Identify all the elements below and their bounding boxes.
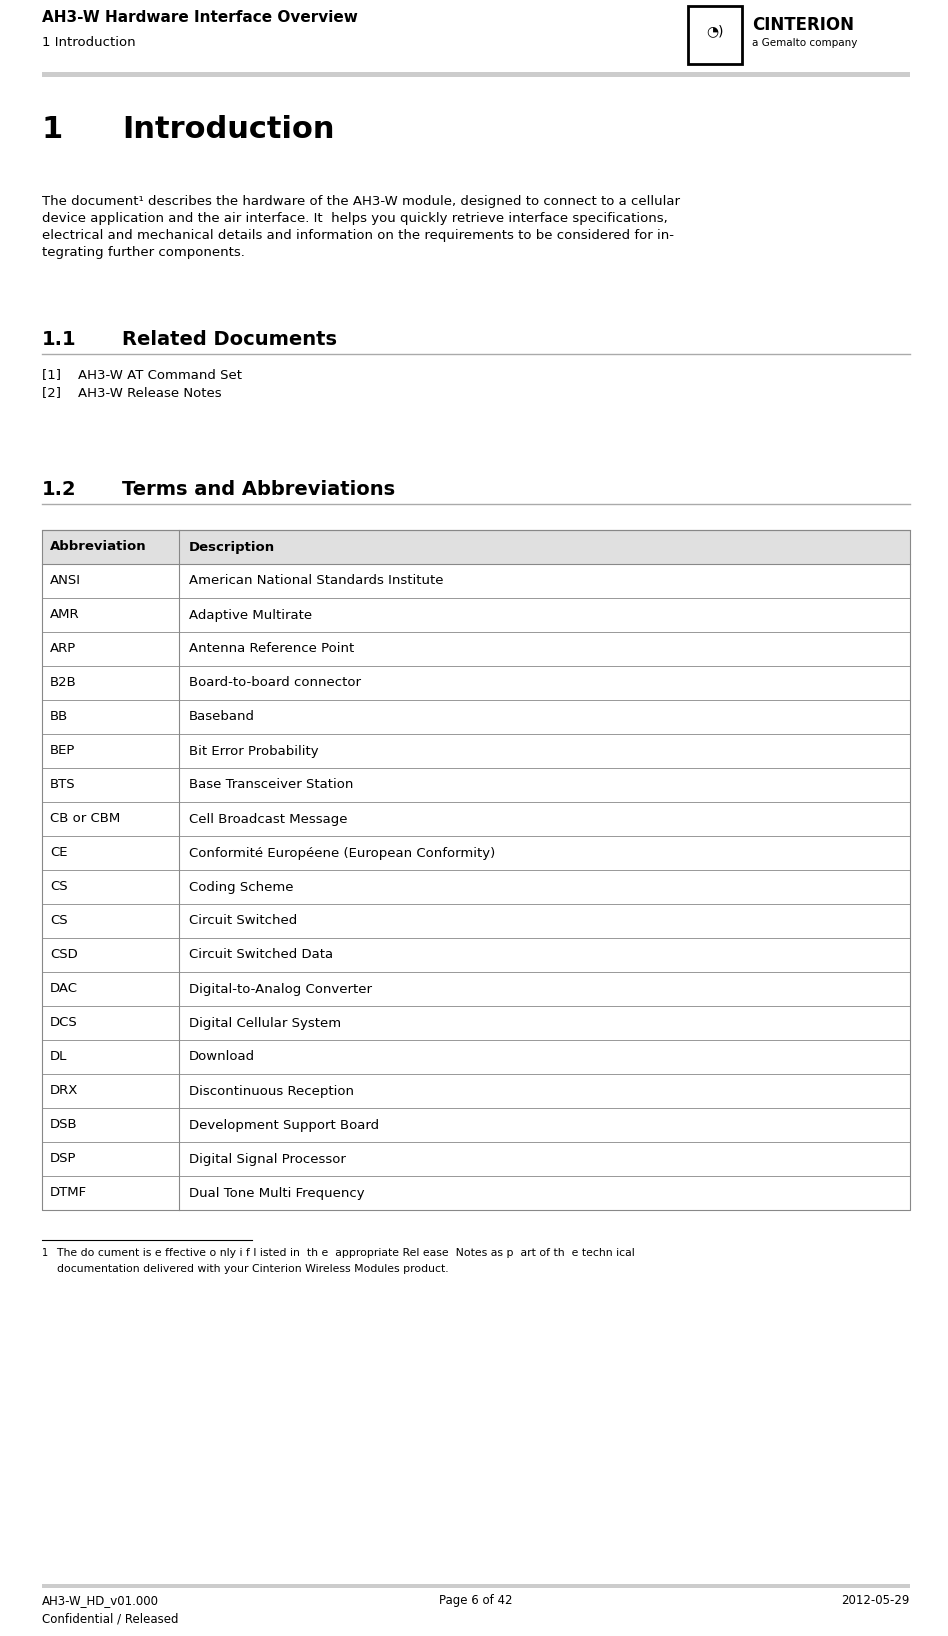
Text: ANSI: ANSI bbox=[50, 574, 81, 587]
Bar bbox=[42, 530, 910, 564]
Bar bbox=[42, 1584, 910, 1589]
Bar bbox=[42, 666, 910, 700]
Text: Digital Cellular System: Digital Cellular System bbox=[189, 1016, 341, 1029]
Text: [2]    AH3-W Release Notes: [2] AH3-W Release Notes bbox=[42, 386, 222, 399]
Bar bbox=[42, 1040, 910, 1073]
Text: Abbreviation: Abbreviation bbox=[50, 540, 147, 553]
Bar bbox=[42, 599, 910, 631]
Text: B2B: B2B bbox=[50, 677, 77, 689]
Text: AMR: AMR bbox=[50, 609, 80, 622]
Text: DSB: DSB bbox=[50, 1119, 78, 1132]
Text: Page 6 of 42: Page 6 of 42 bbox=[439, 1593, 513, 1607]
Text: Baseband: Baseband bbox=[189, 710, 255, 723]
Bar bbox=[42, 564, 910, 599]
Text: AH3-W_HD_v01.000: AH3-W_HD_v01.000 bbox=[42, 1593, 159, 1607]
Text: DAC: DAC bbox=[50, 983, 78, 995]
Bar bbox=[42, 802, 910, 836]
Text: Download: Download bbox=[189, 1050, 255, 1063]
Text: CS: CS bbox=[50, 915, 67, 928]
Text: DSP: DSP bbox=[50, 1152, 77, 1165]
Bar bbox=[42, 1142, 910, 1176]
Text: Introduction: Introduction bbox=[122, 115, 335, 144]
Text: Circuit Switched: Circuit Switched bbox=[189, 915, 298, 928]
Text: ARP: ARP bbox=[50, 643, 76, 656]
Text: Description: Description bbox=[189, 540, 275, 553]
Bar bbox=[42, 905, 910, 937]
Bar bbox=[42, 1006, 910, 1040]
Bar bbox=[42, 767, 910, 802]
Text: tegrating further components.: tegrating further components. bbox=[42, 245, 245, 258]
Text: DL: DL bbox=[50, 1050, 67, 1063]
Bar bbox=[42, 735, 910, 767]
Text: Bit Error Probability: Bit Error Probability bbox=[189, 744, 319, 757]
Bar bbox=[42, 836, 910, 870]
Bar bbox=[42, 1073, 910, 1108]
Text: CE: CE bbox=[50, 846, 67, 859]
Text: DRX: DRX bbox=[50, 1085, 79, 1098]
Text: Dual Tone Multi Frequency: Dual Tone Multi Frequency bbox=[189, 1186, 365, 1199]
Text: Confidential / Released: Confidential / Released bbox=[42, 1611, 178, 1625]
Text: CS: CS bbox=[50, 880, 67, 893]
Bar bbox=[42, 1108, 910, 1142]
Bar bbox=[42, 631, 910, 666]
Text: The document¹ describes the hardware of the AH3-W module, designed to connect to: The document¹ describes the hardware of … bbox=[42, 195, 680, 208]
Text: 1: 1 bbox=[42, 115, 64, 144]
Text: a Gemalto company: a Gemalto company bbox=[752, 38, 857, 47]
Bar bbox=[688, 7, 742, 64]
Text: BB: BB bbox=[50, 710, 68, 723]
Text: BEP: BEP bbox=[50, 744, 76, 757]
Text: Coding Scheme: Coding Scheme bbox=[189, 880, 294, 893]
Bar bbox=[42, 972, 910, 1006]
Text: AH3-W Hardware Interface Overview: AH3-W Hardware Interface Overview bbox=[42, 10, 358, 25]
Text: CB or CBM: CB or CBM bbox=[50, 813, 120, 826]
Text: documentation delivered with your Cinterion Wireless Modules product.: documentation delivered with your Cinter… bbox=[50, 1265, 448, 1274]
Bar bbox=[42, 530, 910, 1211]
Text: Cell Broadcast Message: Cell Broadcast Message bbox=[189, 813, 348, 826]
Text: Conformité Européene (European Conformity): Conformité Européene (European Conformit… bbox=[189, 846, 495, 859]
Text: CSD: CSD bbox=[50, 949, 78, 962]
Bar bbox=[42, 72, 910, 77]
Text: Terms and Abbreviations: Terms and Abbreviations bbox=[122, 479, 395, 499]
Text: [1]    AH3-W AT Command Set: [1] AH3-W AT Command Set bbox=[42, 368, 242, 381]
Text: ◔): ◔) bbox=[706, 25, 723, 38]
Text: Related Documents: Related Documents bbox=[122, 330, 337, 348]
Text: The do cument is e ffective o nly i f l isted in  th e  appropriate Rel ease  No: The do cument is e ffective o nly i f l … bbox=[50, 1248, 635, 1258]
Text: 1.1: 1.1 bbox=[42, 330, 77, 348]
Text: DCS: DCS bbox=[50, 1016, 78, 1029]
Text: 1.2: 1.2 bbox=[42, 479, 77, 499]
Bar bbox=[42, 700, 910, 735]
Text: Discontinuous Reception: Discontinuous Reception bbox=[189, 1085, 354, 1098]
Text: Digital Signal Processor: Digital Signal Processor bbox=[189, 1152, 346, 1165]
Bar bbox=[42, 870, 910, 905]
Bar bbox=[42, 937, 910, 972]
Text: Base Transceiver Station: Base Transceiver Station bbox=[189, 779, 354, 792]
Text: 2012-05-29: 2012-05-29 bbox=[842, 1593, 910, 1607]
Text: Development Support Board: Development Support Board bbox=[189, 1119, 379, 1132]
Text: 1: 1 bbox=[42, 1248, 48, 1258]
Text: DTMF: DTMF bbox=[50, 1186, 87, 1199]
Text: electrical and mechanical details and information on the requirements to be cons: electrical and mechanical details and in… bbox=[42, 229, 674, 242]
Text: BTS: BTS bbox=[50, 779, 76, 792]
Text: 1 Introduction: 1 Introduction bbox=[42, 36, 136, 49]
Text: Antenna Reference Point: Antenna Reference Point bbox=[189, 643, 355, 656]
Text: CINTERION: CINTERION bbox=[752, 16, 854, 34]
Bar bbox=[42, 1176, 910, 1211]
Text: American National Standards Institute: American National Standards Institute bbox=[189, 574, 444, 587]
Text: Board-to-board connector: Board-to-board connector bbox=[189, 677, 361, 689]
Text: device application and the air interface. It  helps you quickly retrieve interfa: device application and the air interface… bbox=[42, 213, 667, 226]
Text: Digital-to-Analog Converter: Digital-to-Analog Converter bbox=[189, 983, 372, 995]
Text: Adaptive Multirate: Adaptive Multirate bbox=[189, 609, 312, 622]
Text: Circuit Switched Data: Circuit Switched Data bbox=[189, 949, 333, 962]
